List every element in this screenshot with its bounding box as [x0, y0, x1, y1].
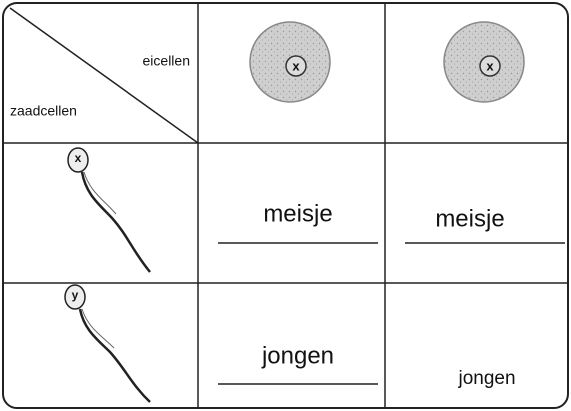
offspring: jongen [261, 342, 334, 369]
sperm-cell: y [64, 284, 151, 403]
corner-diagonal [9, 7, 199, 144]
sperm-cell: x [67, 147, 151, 273]
egg-chromosome: x [486, 58, 494, 73]
offspring: meisje [435, 205, 504, 232]
sperm-chromosome: x [75, 151, 82, 165]
offspring: jongen [457, 368, 515, 389]
sperm-chromosome: y [72, 288, 79, 302]
egg-cell: x [443, 21, 525, 103]
sperm-label: zaadcellen [10, 103, 77, 119]
offspring: meisje [263, 200, 332, 227]
egg-chromosome: x [292, 58, 300, 73]
egg-cell: x [249, 21, 331, 103]
eggs-label: eicellen [143, 53, 190, 69]
